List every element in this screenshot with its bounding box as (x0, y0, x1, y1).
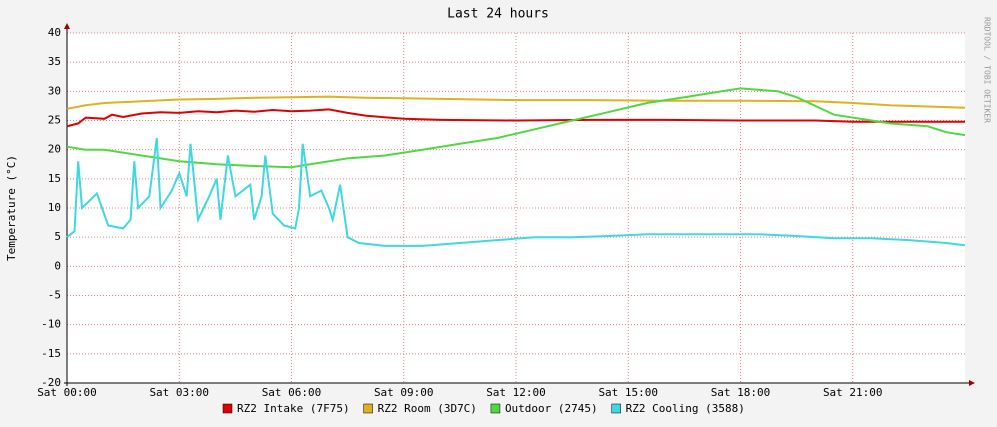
y-tick-label: 25 (48, 114, 61, 127)
y-tick-label: 0 (54, 259, 61, 272)
chart-title: Last 24 hours (447, 7, 549, 22)
x-tick-label: Sat 18:00 (711, 386, 771, 399)
y-tick-label: 15 (48, 172, 61, 185)
legend-swatch (363, 403, 373, 414)
legend-swatch (611, 403, 621, 414)
axis-arrow (64, 23, 70, 29)
series-line (66, 108, 965, 128)
y-tick-label: 10 (48, 201, 61, 214)
watermark: RRDTOOL / TOBI OETIKER (983, 17, 992, 123)
series-line (66, 87, 966, 169)
legend-swatch (222, 403, 233, 414)
y-axis-label: Temperature (°C) (5, 155, 18, 261)
y-tick-label: -5 (48, 289, 61, 302)
axis-arrow (969, 380, 975, 386)
series-line (66, 137, 966, 247)
legend-label: RZ2 Cooling (3588) (626, 402, 745, 415)
x-tick-label: Sat 09:00 (374, 386, 434, 399)
legend-label: Outdoor (2745) (505, 402, 598, 415)
x-tick-label: Sat 15:00 (598, 386, 658, 399)
y-tick-label: 30 (48, 84, 61, 97)
x-tick-label: Sat 06:00 (262, 386, 322, 399)
x-tick-label: Sat 03:00 (149, 386, 209, 399)
y-tick-label: -10 (41, 318, 61, 331)
y-tick-label: 20 (48, 143, 61, 156)
legend-swatch (490, 403, 501, 414)
x-tick-label: Sat 00:00 (37, 386, 97, 399)
x-tick-label: Sat 21:00 (823, 386, 883, 399)
series-line (66, 95, 966, 110)
x-tick-label: Sat 12:00 (486, 386, 546, 399)
y-tick-label: 5 (54, 230, 61, 243)
legend-label: RZ2 Intake (7F75) (237, 402, 350, 415)
y-tick-label: -15 (41, 347, 61, 360)
legend-label: RZ2 Room (3D7C) (378, 402, 477, 415)
y-tick-label: 40 (48, 26, 61, 39)
y-tick-label: 35 (48, 55, 61, 68)
y-tick-label: -20 (41, 376, 61, 389)
